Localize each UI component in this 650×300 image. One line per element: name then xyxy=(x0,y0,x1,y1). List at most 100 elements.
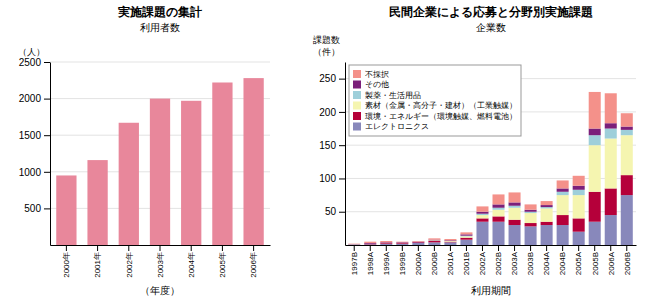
x-tick-line xyxy=(66,245,67,251)
y-tick-line xyxy=(339,145,345,146)
bar-series xyxy=(428,135,632,241)
x-tick-label: 2000B xyxy=(430,252,439,275)
bar xyxy=(87,160,107,245)
bar-segment xyxy=(525,213,537,223)
bar-segment xyxy=(460,234,472,235)
x-tick-line xyxy=(466,245,467,251)
bar-segment xyxy=(460,232,472,234)
bar-segment xyxy=(573,195,585,218)
bar xyxy=(150,99,170,245)
bar-segment xyxy=(364,243,376,245)
bar-segment xyxy=(460,238,472,240)
x-tick-line xyxy=(370,245,371,251)
bar-segment xyxy=(605,139,617,189)
x-tick: 2002B xyxy=(494,245,503,275)
y-tick-label: 50 xyxy=(325,206,337,217)
y-tick-line xyxy=(339,212,345,213)
x-tick-label: 2006A xyxy=(607,251,616,275)
x-tick: 2002A xyxy=(478,245,487,275)
x-tick-label: 2004年 xyxy=(187,252,196,278)
bar-segment xyxy=(509,202,521,205)
x-tick: 2001B xyxy=(462,245,471,275)
x-tick-label: 1997B xyxy=(350,252,359,275)
x-tick-label: 2000年 xyxy=(62,252,71,278)
bar-segment xyxy=(396,242,408,244)
legend-label: エレクトロニクス xyxy=(365,122,429,131)
bar-segment xyxy=(605,215,617,245)
y-tick: 200 xyxy=(319,107,345,118)
bar-segment xyxy=(476,215,488,218)
bar-segment xyxy=(428,240,440,242)
marks xyxy=(348,92,633,245)
y-tick: 250 xyxy=(319,73,345,84)
y-tick: 500 xyxy=(24,203,50,214)
x-tick-line xyxy=(450,245,451,251)
x-tick-label: 2002A xyxy=(478,251,487,275)
x-tick-label: 2006B xyxy=(623,252,632,275)
x-tick-line xyxy=(253,245,254,251)
x-tick: 1997B xyxy=(350,245,359,275)
bar-segment xyxy=(348,244,360,245)
bar-segment xyxy=(509,208,521,220)
legend-swatch xyxy=(353,112,361,120)
bar-segment xyxy=(573,218,585,231)
bar-segment xyxy=(525,223,537,226)
bar-segment xyxy=(557,188,569,191)
x-tick-line xyxy=(514,245,515,251)
y-axis-title: 課題数 xyxy=(313,35,340,45)
legend-label: 製薬・生活用品 xyxy=(365,91,421,100)
subtitle: 利用者数 xyxy=(140,22,180,33)
bar-segment xyxy=(557,225,569,245)
bar-segment xyxy=(412,242,424,243)
bar-segment xyxy=(364,242,376,243)
x-axis-title: 利用期間 xyxy=(471,285,511,296)
x-tick: 2002年 xyxy=(125,245,134,278)
bar-segment xyxy=(589,192,601,222)
bar-segment xyxy=(589,222,601,245)
y-tick-line xyxy=(44,208,50,209)
bar-segment xyxy=(364,243,376,245)
x-tick-line xyxy=(191,245,192,251)
y-axis: 5001000150020002500 xyxy=(19,57,51,246)
x-axis-line xyxy=(346,245,637,246)
bar-segment xyxy=(476,214,488,215)
grid-line xyxy=(50,62,270,63)
bar-segment xyxy=(557,215,569,225)
x-tick-line xyxy=(530,245,531,251)
bar-segment xyxy=(621,113,633,126)
panel: 1997B1998A1999A1999B2000A2000B2001A2001B… xyxy=(313,5,637,296)
bar-segment xyxy=(364,243,376,244)
x-tick-line xyxy=(222,245,223,251)
x-tick: 2004A xyxy=(542,245,551,275)
y-tick-label: 2000 xyxy=(19,93,42,104)
x-tick: 2000A xyxy=(414,245,423,275)
y-tick-label: 250 xyxy=(319,73,336,84)
bar-segment xyxy=(444,241,456,243)
bar-segment xyxy=(605,129,617,139)
legend-item: 製薬・生活用品 xyxy=(353,91,421,100)
bar-segment xyxy=(364,243,376,244)
x-tick-label: 2003年 xyxy=(156,252,165,278)
legend-item: 環境・エネルギー（環境触媒、燃料電池） xyxy=(353,112,517,121)
bar-segment xyxy=(541,222,553,225)
x-tick-label: 2005年 xyxy=(218,252,227,278)
bar-segment xyxy=(380,243,392,244)
bar-segment xyxy=(444,241,456,243)
bar-segment xyxy=(541,207,553,208)
y-tick-label: 1000 xyxy=(19,167,42,178)
bar-segment xyxy=(493,204,505,207)
bar-segment xyxy=(380,243,392,245)
bar-segment xyxy=(412,241,424,243)
x-tick: 2003年 xyxy=(156,245,165,278)
bar-segment xyxy=(525,226,537,245)
y-axis-line xyxy=(50,63,51,246)
y-tick-line xyxy=(44,99,50,100)
subtitle: 企業数 xyxy=(476,22,506,33)
bar-segment xyxy=(493,216,505,221)
panel: 2000年2001年2002年2003年2004年2005年2006年50010… xyxy=(18,5,271,296)
bar-segment xyxy=(557,195,569,215)
y-tick: 150 xyxy=(319,140,345,151)
bar-segment xyxy=(476,206,488,211)
bar-segment xyxy=(557,192,569,195)
bar-segment xyxy=(573,190,585,195)
